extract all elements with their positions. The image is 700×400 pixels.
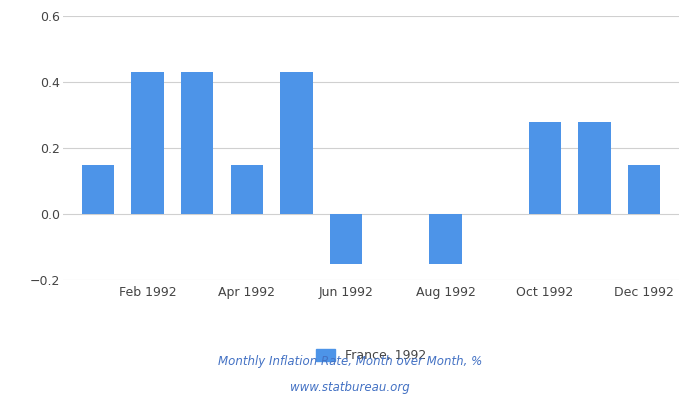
- Bar: [429, 214, 462, 264]
- Legend: France, 1992: France, 1992: [311, 344, 431, 367]
- Bar: [82, 164, 114, 214]
- Bar: [181, 72, 214, 214]
- Bar: [528, 122, 561, 214]
- Text: Monthly Inflation Rate, Month over Month, %: Monthly Inflation Rate, Month over Month…: [218, 356, 482, 368]
- Bar: [330, 214, 363, 264]
- Bar: [280, 72, 313, 214]
- Bar: [231, 164, 263, 214]
- Bar: [578, 122, 610, 214]
- Text: www.statbureau.org: www.statbureau.org: [290, 382, 410, 394]
- Bar: [628, 164, 660, 214]
- Bar: [132, 72, 164, 214]
